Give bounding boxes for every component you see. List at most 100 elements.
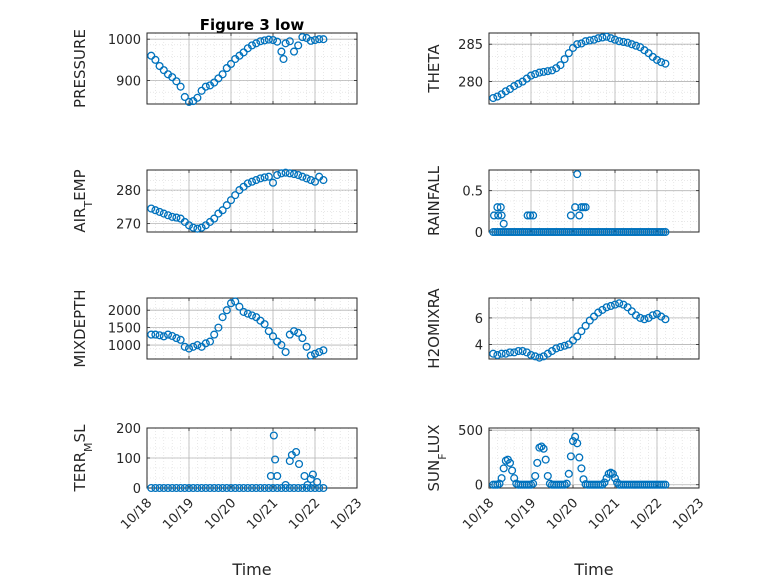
x-axis-label-left: Time [231,560,271,579]
data-point [543,67,552,76]
data-point [273,37,282,46]
data-point [526,211,535,220]
data-point [310,177,320,186]
data-point [277,169,286,178]
y-axis-label: SUNFLUX [425,425,449,492]
x-tick-label: 10/19 [502,496,539,533]
data-point [531,471,540,481]
data-point [568,336,578,345]
subplot-3: 270 280 AIRTEMP [71,168,358,233]
data-point [499,464,508,473]
data-point [226,59,236,69]
data-point [159,209,168,218]
data-point [184,344,194,353]
data-point [566,211,575,220]
data-point [310,35,320,45]
data-point [598,305,607,314]
data-point [652,55,662,64]
data-point [268,332,278,341]
data-point [510,82,519,91]
data-point [231,483,240,493]
data-point [496,203,505,212]
y-axis-label: RAINFALL [425,165,443,236]
data-point [602,32,611,41]
data-point [526,350,536,360]
data-point [268,178,278,187]
data-point [273,471,282,481]
data-point [168,483,177,493]
data-point [598,33,607,42]
subplot-7: 0 100 200 10/18 10/19 10/20 10/21 10/22 10/23 TER… [71,422,365,533]
data-point [201,483,210,493]
data-point [497,349,506,358]
data-point [264,483,273,493]
x-tick-label: 10/23 [328,496,365,533]
data-point [298,33,307,42]
data-point [289,47,299,56]
y-tick-label: 6 [475,312,483,327]
data-point [260,320,269,329]
data-point [564,469,573,478]
data-point [214,483,223,493]
data-point [585,36,594,45]
data-point [285,169,294,178]
data-point [260,483,269,493]
y-tick-label: 280 [458,76,483,91]
data-point [189,342,198,351]
data-point [539,352,548,361]
data-point [260,173,269,182]
data-point [531,352,540,361]
data-point [159,332,168,341]
data-point [155,331,164,340]
data-point [606,34,615,43]
data-point [184,97,194,106]
data-point [292,447,301,457]
x-tick-label: 10/22 [286,496,323,533]
data-point [210,78,219,87]
data-point [556,343,565,352]
data-point [285,37,294,46]
data-point [201,339,210,348]
axes-box [488,32,700,105]
data-point [294,459,304,469]
data-point [539,444,548,453]
data-point [573,332,582,341]
data-point [648,311,657,320]
data-point [615,299,624,308]
data-point [222,201,231,210]
data-point [231,297,240,306]
data-point [566,452,575,461]
data-point [268,35,278,45]
data-point [159,66,168,75]
data-point [514,79,523,88]
y-tick-label: 0 [475,479,483,494]
data-point [218,313,227,322]
data-point [294,328,303,337]
data-point [151,483,160,493]
data-point [594,308,603,317]
data-point [252,176,261,185]
data-point [189,483,198,493]
subplot-8: 0 500 10/18 10/19 10/20 10/21 10/22 10/23 SUNFLU… [425,424,707,533]
data-point [523,211,532,220]
data-point [168,212,177,221]
figure-title: Figure 3 low [200,16,305,34]
data-point [306,176,315,185]
data-point [573,170,582,179]
data-point [172,334,181,343]
data-point [315,347,324,357]
data-point [243,309,252,318]
data-point [508,466,517,475]
data-point [510,348,519,357]
data-point [564,340,573,349]
data-point [493,203,502,212]
data-point [151,330,160,339]
data-point [172,213,181,222]
data-point [598,480,607,489]
data-point [210,483,219,493]
y-tick-label: 500 [458,424,483,439]
data-point [533,458,542,467]
data-point [201,82,210,91]
y-axis-label: THETA [425,44,443,94]
